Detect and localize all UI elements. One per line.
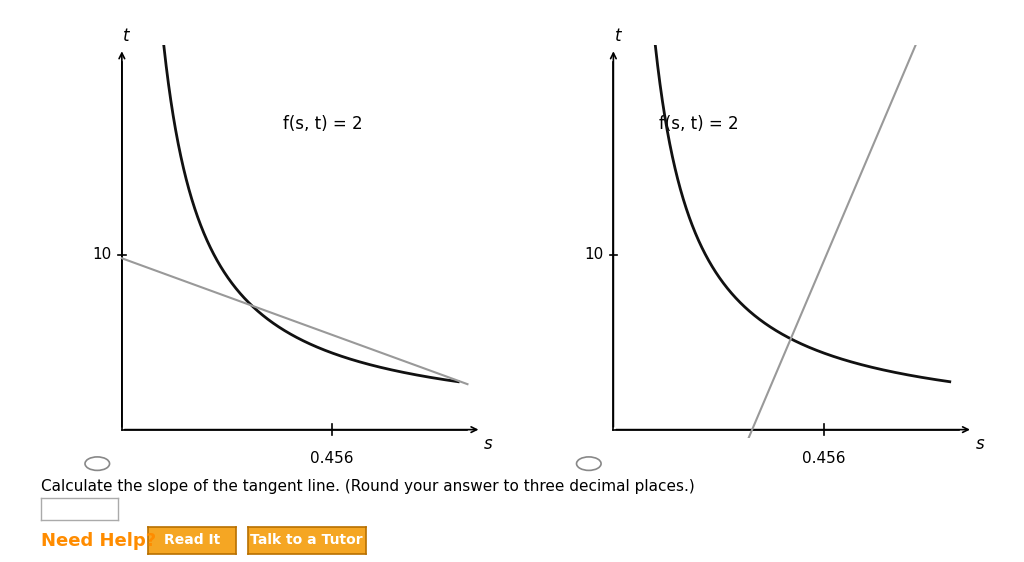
- Text: 0.456: 0.456: [310, 451, 353, 465]
- Text: Calculate the slope of the tangent line. (Round your answer to three decimal pla: Calculate the slope of the tangent line.…: [41, 479, 694, 493]
- Text: 10: 10: [92, 247, 112, 262]
- Text: t: t: [123, 27, 130, 45]
- Text: s: s: [976, 434, 984, 452]
- Text: 10: 10: [584, 247, 603, 262]
- Text: 0.456: 0.456: [802, 451, 845, 465]
- Text: Read It: Read It: [164, 533, 220, 547]
- Text: f(s, t) = 2: f(s, t) = 2: [283, 115, 362, 133]
- Text: s: s: [484, 434, 493, 452]
- Text: Talk to a Tutor: Talk to a Tutor: [251, 533, 362, 547]
- Text: Need Help?: Need Help?: [41, 532, 156, 550]
- Text: t: t: [614, 27, 622, 45]
- Text: f(s, t) = 2: f(s, t) = 2: [659, 115, 739, 133]
